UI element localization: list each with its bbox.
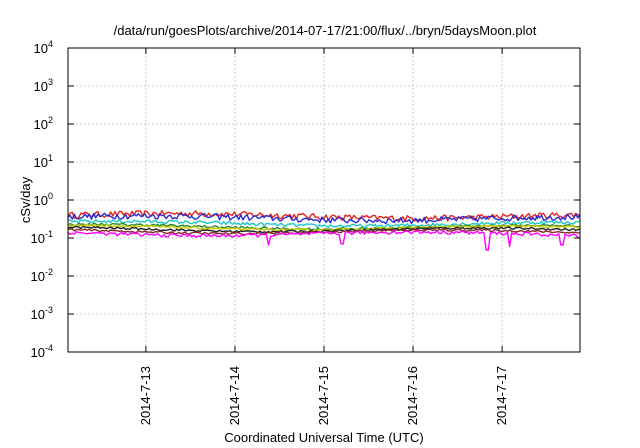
y-tick-label: 103 — [34, 77, 53, 94]
axes-ticks: 104 103 102 101 100 10-1 10-2 10-3 10-4 2014-7-13… — [31, 39, 580, 425]
y-tick-label: 10-4 — [31, 343, 53, 360]
series-line-1 — [67, 209, 581, 223]
series-line-3 — [67, 219, 581, 229]
y-axis-label: cSv/day — [18, 176, 33, 223]
x-tick-label: 2014-7-13 — [138, 366, 153, 425]
x-tick-label: 2014-7-17 — [494, 366, 509, 425]
x-tick-label: 2014-7-15 — [316, 366, 331, 425]
x-tick-label: 2014-7-14 — [227, 366, 242, 425]
y-tick-label: 104 — [34, 39, 53, 56]
y-tick-label: 101 — [34, 153, 53, 170]
y-tick-label: 10-2 — [31, 267, 53, 284]
series-line-5 — [67, 223, 581, 232]
series-line-8 — [67, 229, 581, 251]
y-tick-label: 102 — [34, 115, 53, 132]
y-tick-label: 100 — [34, 191, 53, 208]
series-group — [67, 209, 581, 251]
x-tick-label: 2014-7-16 — [405, 366, 420, 425]
series-line-2 — [67, 212, 581, 225]
series-line-7 — [67, 228, 581, 236]
y-tick-label: 10-1 — [31, 229, 53, 246]
series-line-6 — [67, 225, 580, 234]
x-axis-label: Coordinated Universal Time (UTC) — [224, 430, 423, 445]
grid — [68, 48, 580, 352]
chart-title: /data/run/goesPlots/archive/2014-07-17/2… — [114, 23, 537, 38]
y-tick-label: 10-3 — [31, 305, 53, 322]
